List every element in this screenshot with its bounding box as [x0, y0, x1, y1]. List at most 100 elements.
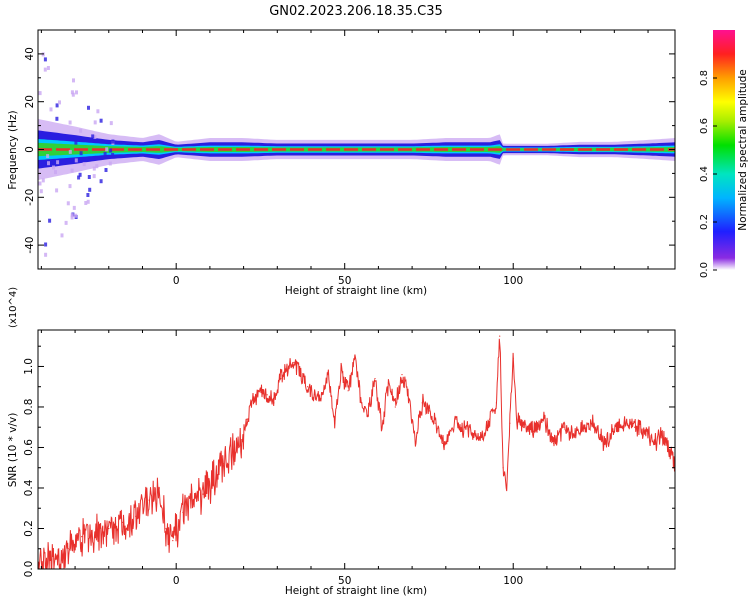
spectrogram-marks: [38, 52, 675, 257]
snr-data-point: [563, 426, 565, 428]
spectrum-speckle: [55, 188, 59, 193]
snr-marks: [38, 335, 675, 569]
x-tick-label: 100: [503, 275, 523, 287]
colorbar-tick-label: 0.2: [699, 214, 710, 230]
snr-data-point: [148, 499, 150, 501]
spectrogram-ylabel: Frequency (Hz): [7, 110, 19, 189]
snr-data-point: [361, 402, 363, 404]
snr-data-point: [502, 467, 504, 469]
spectrum-speckle: [44, 252, 48, 257]
snr-panel: 0 50 100 0.0 0.2 0.4 0.6 0.8 1.0 Height of strai…: [7, 287, 676, 597]
spectrum-speckle: [109, 148, 113, 153]
snr-data-point: [334, 422, 336, 424]
snr-data-point: [259, 390, 261, 392]
snr-y-multiplier: (x10^4): [8, 287, 19, 328]
y-tick-label: 0.2: [23, 520, 35, 537]
snr-data-point: [644, 430, 646, 432]
snr-data-point: [212, 479, 214, 481]
snr-data-point: [613, 430, 615, 432]
spectrum-speckle: [48, 218, 52, 223]
snr-data-point: [421, 402, 423, 404]
spectrum-speckle: [96, 109, 100, 114]
spectrum-speckle: [108, 161, 112, 166]
spectrum-speckle: [92, 174, 96, 179]
snr-data-point: [482, 438, 484, 440]
snr-data-point: [81, 536, 83, 538]
snr-data-point: [239, 442, 241, 444]
colorbar-label: Normalized spectral amplitude: [737, 69, 749, 230]
spectrum-speckle: [46, 154, 50, 159]
spectrum-speckle: [111, 139, 115, 144]
x-tick-label: 0: [173, 275, 180, 287]
spectrum-speckle: [99, 179, 103, 184]
spectrum-speckle: [49, 107, 53, 112]
spectrum-speckle: [79, 128, 83, 133]
spectrum-speckle: [56, 160, 60, 165]
x-tick-label: 50: [338, 275, 351, 287]
snr-data-point: [468, 426, 470, 428]
snr-data-point: [253, 398, 255, 400]
spectrum-speckle: [43, 57, 47, 62]
colorbar-tick-label: 0.8: [699, 70, 710, 86]
colorbar-ticks: 0.0 0.2 0.4 0.6 0.8: [699, 70, 717, 278]
snr-data-point: [266, 394, 268, 396]
spectrum-speckle: [104, 168, 108, 172]
spectrum-speckle: [109, 121, 113, 126]
spectrum-speckle: [71, 92, 75, 97]
snr-data-point: [182, 511, 184, 513]
spectrum-speckle: [58, 100, 61, 105]
snr-data-point: [543, 418, 545, 420]
spectrum-speckle: [68, 149, 72, 154]
snr-data-point: [553, 442, 555, 444]
snr-data-point: [340, 369, 342, 372]
snr-data-point: [94, 531, 96, 534]
snr-series-line: [38, 338, 675, 569]
snr-data-point: [660, 434, 663, 436]
colorbar-tick-label: 0.0: [699, 262, 710, 278]
y-tick-label: -40: [24, 237, 36, 254]
spectrogram-xlabel: Height of straight line (km): [285, 285, 427, 297]
snr-data-point: [654, 442, 656, 444]
spectrum-speckle: [60, 233, 64, 238]
spectrum-speckle: [70, 168, 74, 173]
snr-data-point: [108, 527, 110, 530]
spectrum-speckle: [72, 205, 76, 210]
colorbar-tick-label: 0.4: [699, 166, 710, 182]
spectrum-speckle: [87, 175, 91, 179]
spectrum-speckle: [41, 178, 45, 183]
snr-data-point: [354, 357, 356, 359]
snr-data-point: [408, 398, 410, 400]
snr-data-point: [327, 374, 329, 376]
spectrum-speckle: [87, 105, 90, 110]
x-tick-label: 50: [338, 575, 351, 587]
spectrum-speckle: [46, 66, 50, 70]
spectrum-speckle: [74, 158, 78, 163]
spectrum-speckle: [70, 90, 74, 95]
spectrum-speckle: [95, 164, 99, 169]
snr-data-point: [441, 442, 443, 444]
snr-data-point: [165, 527, 167, 530]
snr-data-point: [158, 487, 160, 489]
snr-data-point: [394, 406, 396, 408]
snr-data-point: [280, 378, 282, 380]
spectrum-speckle: [43, 67, 47, 72]
spectrum-speckle: [93, 135, 97, 139]
snr-data-point: [121, 521, 123, 524]
spectrum-speckle: [68, 184, 72, 189]
snr-data-point: [428, 410, 430, 412]
spectrum-speckle: [38, 181, 42, 186]
spectrum-speckle: [74, 213, 78, 218]
snr-data-point: [573, 434, 575, 436]
spectrum-speckle: [38, 91, 42, 96]
y-tick-label: -20: [24, 189, 36, 206]
snr-data-point: [347, 390, 349, 392]
spectrum-speckle: [111, 153, 115, 157]
spectrum-speckle: [52, 165, 55, 170]
spectrum-speckle: [55, 116, 59, 121]
spectrum-speckle: [47, 161, 50, 166]
snr-data-point: [135, 515, 137, 517]
snr-data-point: [495, 402, 497, 404]
spectrum-speckle: [78, 172, 82, 177]
snr-data-point: [448, 434, 450, 436]
